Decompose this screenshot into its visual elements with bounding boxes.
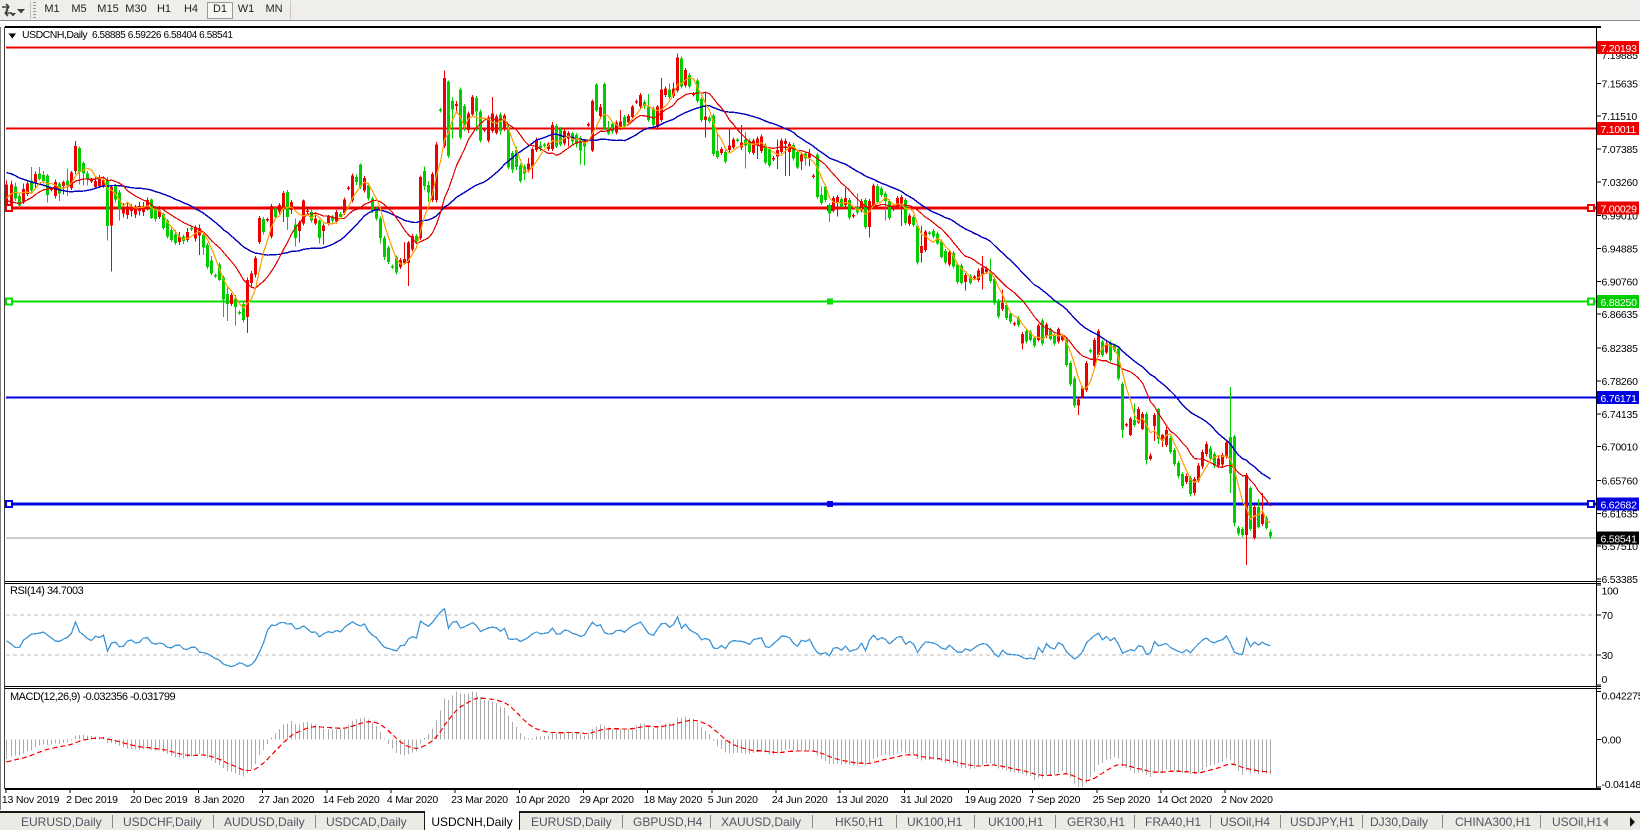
svg-text:6.88250: 6.88250 — [1601, 297, 1638, 309]
svg-text:29 Apr 2020: 29 Apr 2020 — [579, 794, 634, 806]
svg-text:RSI(14) 34.7003: RSI(14) 34.7003 — [10, 585, 84, 597]
svg-text:6.53385: 6.53385 — [1602, 574, 1639, 586]
svg-text:8 Jan 2020: 8 Jan 2020 — [194, 794, 244, 806]
svg-text:13 Nov 2019: 13 Nov 2019 — [2, 794, 60, 806]
svg-text:7.03260: 7.03260 — [1602, 177, 1639, 189]
svg-text:6.94885: 6.94885 — [1602, 244, 1639, 256]
svg-text:13 Jul 2020: 13 Jul 2020 — [836, 794, 888, 806]
svg-text:6.86635: 6.86635 — [1602, 309, 1639, 321]
svg-text:USDCNH,Daily: USDCNH,Daily — [22, 29, 88, 41]
svg-text:5 Jun 2020: 5 Jun 2020 — [708, 794, 758, 806]
svg-text:-0.04148: -0.04148 — [1602, 779, 1640, 791]
svg-text:23 Mar 2020: 23 Mar 2020 — [451, 794, 508, 806]
svg-text:18 May 2020: 18 May 2020 — [644, 794, 703, 806]
svg-text:19 Aug 2020: 19 Aug 2020 — [965, 794, 1022, 806]
svg-text:4 Mar 2020: 4 Mar 2020 — [387, 794, 438, 806]
svg-text:7.07385: 7.07385 — [1602, 144, 1639, 156]
svg-text:6.78260: 6.78260 — [1602, 376, 1639, 388]
svg-text:20 Dec 2019: 20 Dec 2019 — [130, 794, 188, 806]
svg-text:6.58541: 6.58541 — [1601, 534, 1638, 546]
svg-text:7.15635: 7.15635 — [1602, 78, 1639, 90]
svg-text:6.58885 6.59226 6.58404 6.5854: 6.58885 6.59226 6.58404 6.58541 — [92, 30, 233, 41]
svg-text:6.61635: 6.61635 — [1602, 508, 1639, 520]
svg-text:7.20193: 7.20193 — [1601, 43, 1638, 55]
svg-text:7.11510: 7.11510 — [1602, 111, 1638, 123]
svg-text:2 Dec 2019: 2 Dec 2019 — [66, 794, 118, 806]
svg-text:14 Oct 2020: 14 Oct 2020 — [1157, 794, 1212, 806]
svg-text:10 Apr 2020: 10 Apr 2020 — [515, 794, 570, 806]
svg-text:MACD(12,26,9) -0.032356 -0.031: MACD(12,26,9) -0.032356 -0.031799 — [10, 691, 175, 703]
svg-text:70: 70 — [1602, 610, 1614, 622]
svg-text:6.76171: 6.76171 — [1601, 393, 1638, 405]
svg-text:25 Sep 2020: 25 Sep 2020 — [1093, 794, 1151, 806]
svg-text:7 Sep 2020: 7 Sep 2020 — [1029, 794, 1081, 806]
svg-text:0: 0 — [1602, 674, 1608, 686]
svg-text:24 Jun 2020: 24 Jun 2020 — [772, 794, 828, 806]
svg-text:6.82385: 6.82385 — [1602, 343, 1639, 355]
svg-text:7.00029: 7.00029 — [1601, 204, 1638, 216]
svg-text:6.65760: 6.65760 — [1602, 476, 1639, 488]
svg-text:0.00: 0.00 — [1602, 735, 1622, 747]
svg-text:31 Jul 2020: 31 Jul 2020 — [900, 794, 952, 806]
svg-text:100: 100 — [1602, 586, 1619, 598]
svg-text:30: 30 — [1602, 650, 1614, 662]
svg-text:14 Feb 2020: 14 Feb 2020 — [323, 794, 380, 806]
svg-text:27 Jan 2020: 27 Jan 2020 — [259, 794, 315, 806]
svg-text:6.62682: 6.62682 — [1601, 500, 1638, 512]
svg-text:2 Nov 2020: 2 Nov 2020 — [1221, 794, 1273, 806]
svg-text:0.042275: 0.042275 — [1602, 690, 1640, 702]
svg-text:6.74135: 6.74135 — [1602, 409, 1639, 421]
svg-text:6.70010: 6.70010 — [1602, 442, 1639, 454]
svg-text:7.10011: 7.10011 — [1601, 124, 1637, 136]
svg-text:6.90760: 6.90760 — [1602, 276, 1639, 288]
